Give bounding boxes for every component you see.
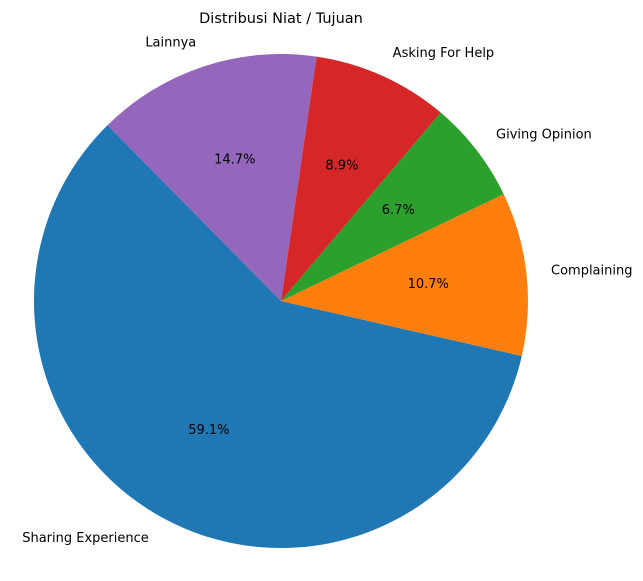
pie-slice-sharing-experience bbox=[33, 125, 522, 549]
pie-slice-asking-for-help bbox=[281, 56, 441, 301]
pct-label-lainnya: 14.7% bbox=[214, 153, 255, 168]
chart-title: Distribusi Niat / Tujuan bbox=[199, 11, 363, 27]
pie-slices bbox=[33, 54, 528, 549]
pie-slice-lainnya bbox=[107, 54, 317, 301]
category-labels: Sharing Experience Complaining Giving Opin… bbox=[22, 35, 632, 546]
category-label-complaining: Complaining bbox=[551, 263, 632, 278]
category-label-lainnya: Lainnya bbox=[145, 35, 196, 50]
category-label-giving-opinion: Giving Opinion bbox=[496, 127, 592, 142]
pct-label-asking-for-help: 8.9% bbox=[325, 158, 358, 173]
category-label-sharing-experience: Sharing Experience bbox=[22, 531, 149, 546]
pie-slice-giving-opinion bbox=[281, 112, 504, 301]
category-label-asking-for-help: Asking For Help bbox=[393, 46, 495, 61]
percentage-labels: 59.1% 10.7% 6.7% 8.9% 14.7% bbox=[188, 153, 449, 438]
pie-slice-complaining bbox=[281, 194, 528, 356]
pct-label-giving-opinion: 6.7% bbox=[382, 203, 415, 218]
pct-label-complaining: 10.7% bbox=[408, 277, 449, 292]
pct-label-sharing-experience: 59.1% bbox=[188, 423, 229, 438]
